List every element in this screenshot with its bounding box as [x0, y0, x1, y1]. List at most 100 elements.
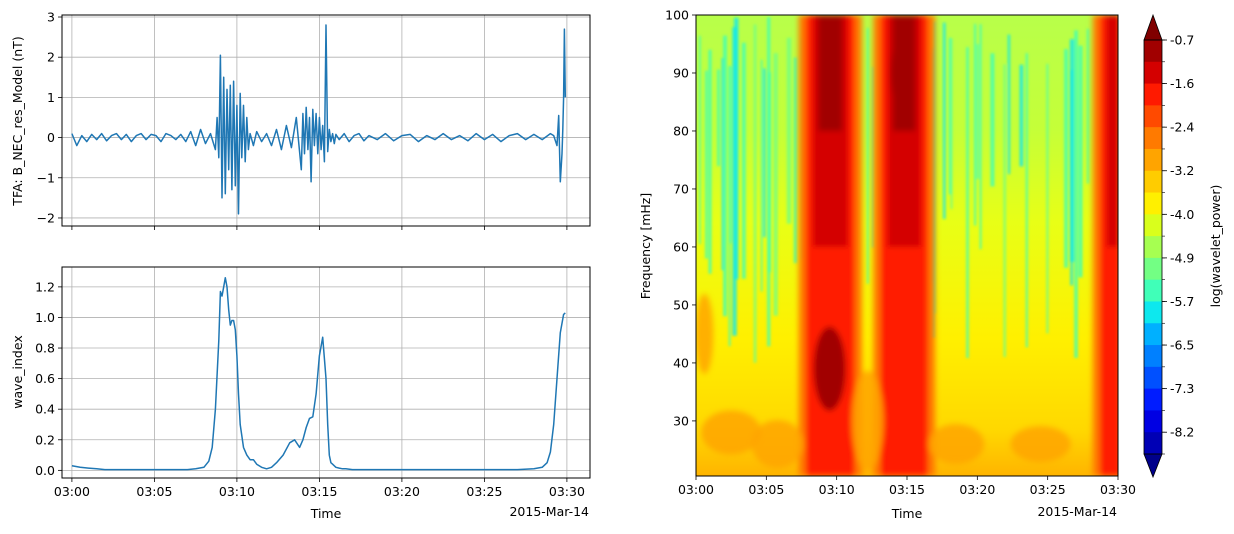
- x-tick-label: 03:05: [748, 482, 784, 497]
- colorbar-tick-label: -6.5: [1170, 338, 1194, 353]
- tfa-grid: [62, 15, 590, 226]
- colorbar-segment: [1144, 170, 1162, 194]
- power-band: [1106, 15, 1118, 247]
- colorbar-tick-label: -2.4: [1170, 120, 1194, 135]
- colorbar-segment: [1144, 323, 1162, 346]
- spectrogram-y-axis-label: Frequency [mHz]: [638, 193, 653, 299]
- colorbar-segment: [1144, 279, 1162, 302]
- texture-streak: [717, 69, 720, 167]
- x-tick-label: 03:10: [219, 484, 255, 499]
- texture-streak: [1007, 34, 1011, 175]
- wave-index-panel: 1.21.00.80.60.40.20.0 03:00 03:05 03:10 03:…: [10, 266, 591, 521]
- colorbar-frame: [1143, 39, 1163, 455]
- texture-streak: [974, 23, 977, 226]
- texture-streak: [1046, 63, 1049, 334]
- colorbar-segment: [1144, 214, 1162, 237]
- texture-streak: [767, 17, 771, 347]
- colorbar-tick-label: -1.6: [1170, 76, 1194, 91]
- spectrogram-image: [696, 15, 1118, 476]
- texture-streak: [698, 35, 701, 245]
- colorbar-segment: [1144, 105, 1162, 128]
- colorbar-tick-label: -4.9: [1170, 250, 1194, 265]
- y-tick-label: 1: [47, 90, 55, 105]
- y-tick-label: 0.2: [35, 432, 55, 447]
- colorbar-segments: [1144, 40, 1162, 455]
- spectrogram-power-bands: [696, 15, 1118, 476]
- colorbar-min-arrow: [1143, 453, 1163, 479]
- y-tick-label: 3: [47, 10, 55, 25]
- series-line: [71, 276, 566, 471]
- colorbar-segment: [1144, 257, 1162, 281]
- power-band: [818, 15, 843, 131]
- colorbar-tick-label: -7.3: [1170, 381, 1194, 396]
- colorbar-segment: [1144, 301, 1162, 324]
- y-tick-label: 1.0: [35, 310, 55, 325]
- tfa-axes-frame: [61, 14, 591, 227]
- y-tick-label: 0.8: [35, 341, 55, 356]
- y-tick-label: 40: [673, 355, 689, 370]
- y-tick-label: 80: [673, 123, 689, 138]
- colorbar-segment: [1144, 410, 1162, 433]
- wave-index-axes-frame: [61, 266, 591, 479]
- wave-index-x-ticks: 03:00 03:05 03:10 03:15 03:20 03:25 03:30: [54, 478, 585, 499]
- texture-streak: [950, 38, 953, 209]
- y-tick-label: 0.4: [35, 402, 55, 417]
- x-tick-label: 03:15: [301, 484, 337, 499]
- texture-streak: [1070, 69, 1073, 286]
- x-tick-label: 03:20: [959, 482, 995, 497]
- colorbar-segment: [1144, 61, 1162, 85]
- colorbar-segment: [1144, 127, 1162, 150]
- colorbar-tick-label: -4.0: [1170, 207, 1194, 222]
- texture-streak: [793, 57, 798, 264]
- power-peak: [813, 326, 846, 411]
- x-tick-label: 03:30: [549, 484, 585, 499]
- wave-index-grid: [62, 267, 590, 478]
- texture-streak: [773, 53, 778, 316]
- series-line: [71, 24, 567, 215]
- texture-streak: [723, 35, 727, 317]
- power-patch: [928, 424, 985, 465]
- colorbar-tick-label: -3.2: [1170, 163, 1194, 178]
- power-patch: [851, 370, 884, 471]
- colorbar-segment: [1144, 83, 1162, 106]
- y-tick-label: 60: [673, 239, 689, 254]
- texture-streak: [948, 37, 952, 195]
- colorbar-ticks: -0.7 -1.6 -2.4 -3.2 -4.0 -4.9 -5.7 -6.5 -7.3 -8.2: [1162, 33, 1194, 455]
- y-tick-label: 2: [47, 50, 55, 65]
- x-tick-label: 03:15: [889, 482, 925, 497]
- spectrogram-y-ticks: 100 90 80 70 60 50 40 30: [665, 8, 696, 428]
- texture-streak: [728, 66, 731, 347]
- power-patch: [1010, 426, 1071, 463]
- spectrogram-x-ticks: 03:00 03:05 03:10 03:15 03:20 03:25 03:30: [678, 476, 1136, 497]
- power-patch: [701, 410, 762, 455]
- tfa-series-line: [71, 24, 567, 215]
- y-tick-label: 0.6: [35, 371, 55, 386]
- y-tick-label: 0: [47, 130, 55, 145]
- x-tick-label: 03:10: [819, 482, 855, 497]
- texture-streak: [966, 47, 969, 359]
- wave-index-y-axis-label: wave_index: [10, 335, 25, 408]
- colorbar-segment: [1144, 192, 1162, 215]
- texture-streak: [872, 66, 875, 248]
- x-tick-label: 03:30: [1100, 482, 1136, 497]
- spectrogram-x-axis-label: Time: [891, 506, 923, 521]
- colorbar-tick-label: -5.7: [1170, 294, 1194, 309]
- tfa-x-ticks: [71, 226, 568, 230]
- tfa-y-ticks: 3 2 1 0 −1 −2: [37, 10, 62, 225]
- texture-streak: [990, 53, 995, 187]
- y-tick-label: 100: [665, 8, 689, 23]
- y-tick-label: 1.2: [35, 279, 55, 294]
- tfa-y-axis-label: TFA: B_NEC_res_Model (nT): [10, 36, 25, 206]
- y-tick-label: 0.0: [35, 463, 55, 478]
- x-tick-label: 03:25: [1030, 482, 1066, 497]
- colorbar-segment: [1144, 432, 1162, 455]
- texture-streak: [1003, 64, 1006, 358]
- colorbar-max-arrow: [1143, 13, 1163, 41]
- wave-index-series-line: [71, 276, 566, 471]
- y-tick-label: −2: [37, 210, 55, 225]
- y-tick-label: −1: [37, 170, 55, 185]
- texture-streak: [721, 58, 724, 271]
- texture-streak: [705, 70, 708, 259]
- texture-streak: [760, 59, 763, 292]
